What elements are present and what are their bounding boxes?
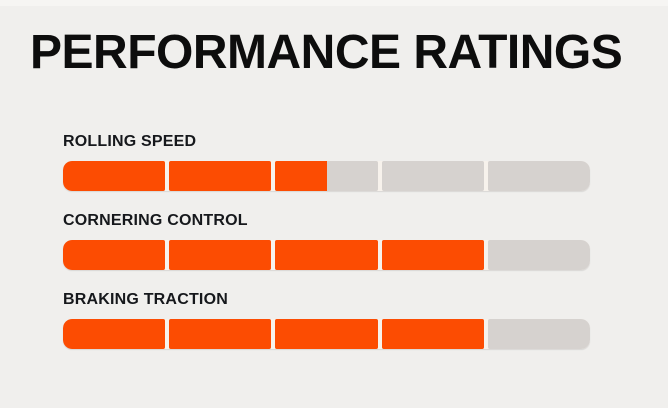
rating-label: BRAKING TRACTION <box>63 291 228 309</box>
bar-segment-fill <box>275 161 327 192</box>
bar-segment <box>169 319 272 350</box>
bar-segment <box>63 319 166 350</box>
bar-segment-fill <box>63 240 166 271</box>
bar-segment <box>381 240 484 271</box>
bar-segment-fill <box>381 240 484 271</box>
performance-ratings-panel: ROLLING SPEED CORNERING CONTROL BRAKING … <box>63 132 590 350</box>
bar-segment <box>487 240 590 271</box>
bar-segment-fill <box>275 240 378 271</box>
bar-segment-fill <box>169 161 272 192</box>
bar-segment <box>381 319 484 350</box>
bar-segment-fill <box>169 240 272 271</box>
bar-segment <box>169 240 272 271</box>
bar-segment-fill <box>63 161 166 192</box>
bar-segment-fill <box>63 319 166 350</box>
bar-segment-fill <box>169 319 272 350</box>
rating-label: ROLLING SPEED <box>63 133 197 151</box>
rating-bar <box>63 319 590 350</box>
rating-row-cornering-control: CORNERING CONTROL <box>63 211 590 271</box>
rating-bar <box>63 240 590 271</box>
bar-segment <box>275 161 378 192</box>
bar-segment-fill <box>275 319 378 350</box>
rating-row-rolling-speed: ROLLING SPEED <box>63 132 590 192</box>
top-edge-highlight <box>0 0 668 6</box>
bar-segment <box>275 240 378 271</box>
bar-segment <box>381 161 484 192</box>
bar-segment <box>63 161 166 192</box>
rating-label: CORNERING CONTROL <box>63 212 248 230</box>
bar-segment <box>275 319 378 350</box>
bar-segment <box>487 161 590 192</box>
rating-row-braking-traction: BRAKING TRACTION <box>63 290 590 350</box>
bar-segment <box>487 319 590 350</box>
bar-segment-fill <box>381 319 484 350</box>
rating-bar <box>63 161 590 192</box>
bar-segment <box>169 161 272 192</box>
page-title: PERFORMANCE RATINGS <box>30 26 623 79</box>
bar-segment <box>63 240 166 271</box>
